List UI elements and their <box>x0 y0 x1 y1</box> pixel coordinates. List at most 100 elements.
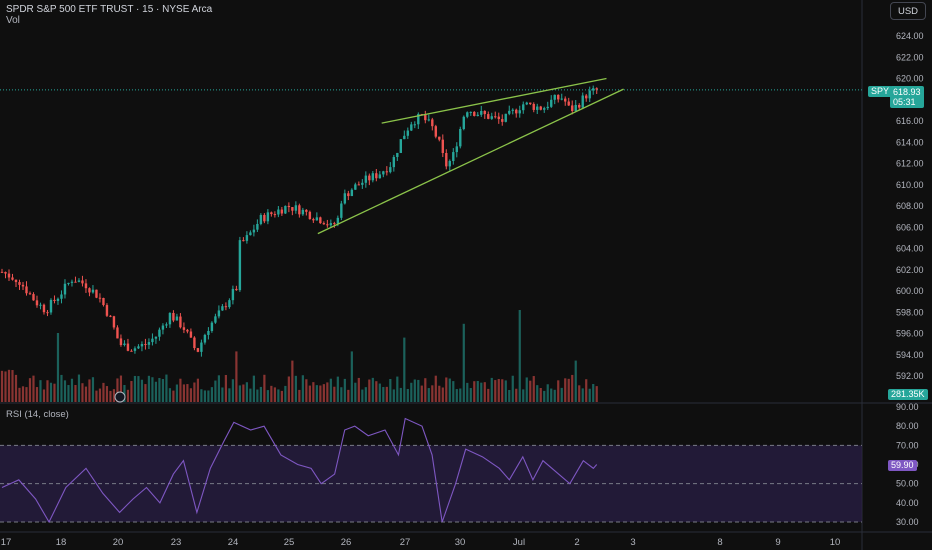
candle-body <box>550 99 553 107</box>
volume-bars <box>0 310 598 402</box>
volume-bar <box>585 379 588 402</box>
candle-body <box>231 288 235 301</box>
volume-bar <box>508 390 511 402</box>
time-tick-label: 25 <box>284 537 295 548</box>
volume-bar <box>564 378 567 402</box>
volume-bar <box>105 386 109 402</box>
candle-body <box>7 273 11 278</box>
candle-body <box>214 316 217 323</box>
volume-bar <box>371 377 374 402</box>
volume-bar <box>140 379 144 402</box>
candle-body <box>74 281 77 283</box>
volume-value-tag: 281.35K <box>888 389 928 400</box>
volume-bar <box>532 376 535 402</box>
volume-bar <box>294 375 297 402</box>
candle-body <box>578 104 581 108</box>
candle-body <box>403 135 406 140</box>
candle-body <box>245 235 249 241</box>
price-tick-label: 610.00 <box>896 180 924 190</box>
wedge-trendline[interactable] <box>317 88 624 235</box>
time-tick-label: 3 <box>630 537 635 548</box>
trendlines[interactable] <box>0 77 862 235</box>
volume-bar <box>578 385 581 402</box>
candle-body <box>361 182 364 185</box>
dividend-marker-icon[interactable] <box>114 391 126 403</box>
volume-bar <box>98 388 102 402</box>
candle-body <box>154 336 158 339</box>
price-tick-label: 612.00 <box>896 159 924 169</box>
candle-body <box>305 209 308 212</box>
rsi-tick-label: 80.00 <box>896 421 919 431</box>
symbol-title: SPDR S&P 500 ETF TRUST · 15 · NYSE Arca <box>6 4 213 15</box>
candle-body <box>200 342 203 352</box>
volume-bar <box>186 384 189 402</box>
volume-bar <box>557 380 560 402</box>
candle-body <box>392 157 396 168</box>
volume-bar <box>74 385 77 402</box>
price-tick-label: 608.00 <box>896 201 924 211</box>
wedge-trendline[interactable] <box>381 77 607 124</box>
candle-body <box>228 300 231 308</box>
time-tick-label: 10 <box>830 537 841 548</box>
candle-body <box>301 209 305 215</box>
candle-body <box>242 240 245 242</box>
volume-bar <box>56 333 60 402</box>
volume-bar <box>424 378 427 402</box>
price-tick-label: 616.00 <box>896 116 924 126</box>
volume-bar <box>497 379 500 402</box>
candle-body <box>406 130 410 136</box>
candle-body <box>168 312 172 325</box>
volume-bar <box>39 380 42 402</box>
candle-body <box>396 152 399 158</box>
currency-button[interactable]: USD <box>890 2 926 20</box>
volume-bar <box>280 390 283 402</box>
volume-bar <box>511 375 514 402</box>
candle-body <box>315 217 319 221</box>
candle-body <box>595 88 598 90</box>
candle-body <box>49 299 53 313</box>
volume-bar <box>133 375 137 402</box>
candle-body <box>67 282 70 284</box>
candle-body <box>455 146 458 153</box>
candle-body <box>354 184 357 190</box>
volume-bar <box>203 390 207 402</box>
volume-bar <box>522 389 525 402</box>
candle-body <box>350 189 354 197</box>
candles <box>0 85 598 357</box>
volume-bar <box>154 381 158 402</box>
volume-bar <box>273 387 276 402</box>
time-tick-label: 24 <box>228 537 239 548</box>
candle-body <box>364 175 368 183</box>
candle-body <box>109 315 112 317</box>
volume-bar <box>210 387 214 402</box>
ticker-tag: SPY <box>868 86 893 97</box>
volume-bar <box>490 377 493 402</box>
candle-body <box>224 306 228 308</box>
candle-body <box>483 110 486 115</box>
volume-bar <box>354 382 357 402</box>
time-tick-label: 27 <box>400 537 411 548</box>
volume-bar <box>291 360 294 402</box>
volume-bar <box>266 390 269 402</box>
volume-bar <box>364 387 367 402</box>
rsi-header: RSI (14, close) <box>6 409 69 420</box>
volume-bar <box>32 375 35 402</box>
volume-bar <box>466 382 469 402</box>
candle-body <box>161 325 165 330</box>
candle-body <box>480 110 483 115</box>
price-tick-label: 600.00 <box>896 286 924 296</box>
candle-body <box>312 219 315 221</box>
candle-body <box>32 294 35 301</box>
candle-body <box>196 348 200 352</box>
volume-bar <box>389 378 392 402</box>
candle-body <box>368 175 371 181</box>
volume-bar <box>11 370 14 402</box>
volume-bar <box>322 384 325 402</box>
candle-body <box>186 329 189 332</box>
volume-bar <box>70 378 74 402</box>
candle-body <box>508 110 511 114</box>
candle-body <box>270 212 273 215</box>
candle-body <box>280 209 284 214</box>
candle-body <box>494 116 497 118</box>
